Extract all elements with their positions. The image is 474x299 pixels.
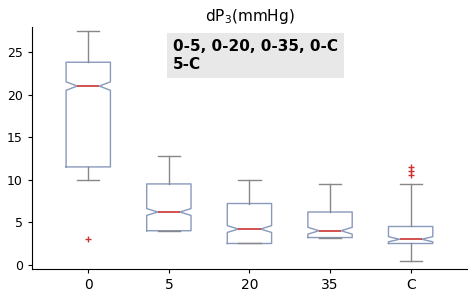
- Title: $\mathrm{dP_3(mmHg)}$: $\mathrm{dP_3(mmHg)}$: [205, 7, 294, 26]
- Text: 0-5, 0-20, 0-35, 0-C
5-C: 0-5, 0-20, 0-35, 0-C 5-C: [173, 39, 338, 72]
